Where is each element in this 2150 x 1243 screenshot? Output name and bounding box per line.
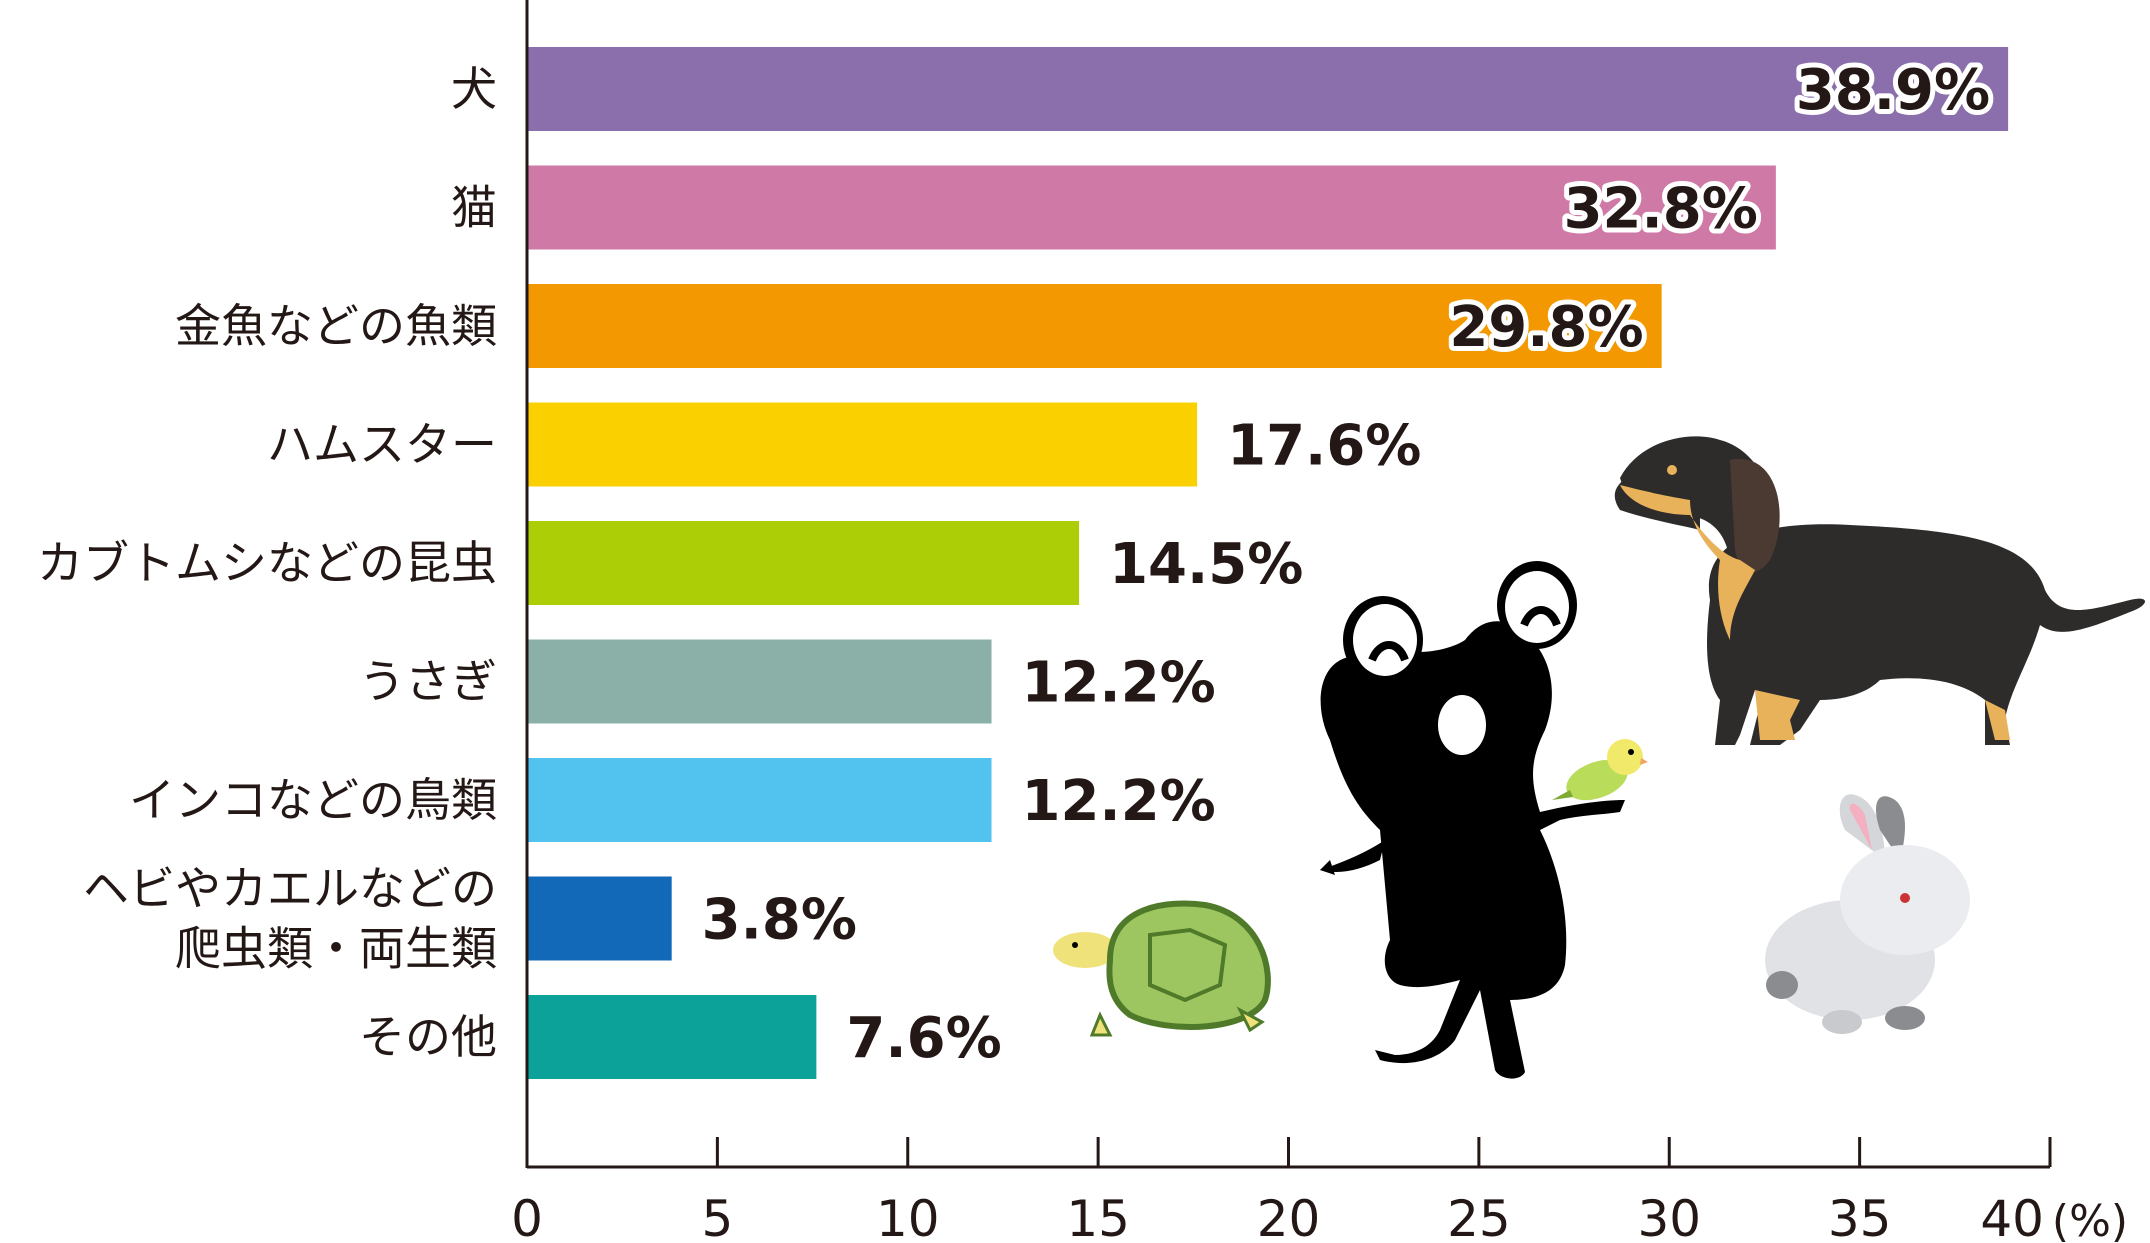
turtle-illustration	[1053, 900, 1271, 1037]
white-rabbit-illustration	[1765, 794, 1970, 1034]
category-label: 爬虫類・両生類	[175, 922, 497, 976]
value-label: 7.6%	[846, 1006, 1001, 1071]
bars-group	[527, 47, 2009, 1079]
x-tick-label: 0	[511, 1190, 543, 1243]
x-axis-unit: (%)	[2052, 1196, 2128, 1243]
x-tick-label: 5	[701, 1190, 733, 1243]
value-label: 12.2%	[1022, 651, 1216, 716]
bar	[527, 758, 992, 842]
value-label: 38.9%	[1796, 58, 1990, 123]
bar	[527, 521, 1080, 605]
category-label: 金魚などの魚類	[175, 299, 497, 353]
value-label: 32.8%	[1564, 177, 1758, 242]
x-tick-label: 20	[1257, 1190, 1321, 1243]
x-tick-label: 15	[1066, 1190, 1130, 1243]
value-label: 12.2%	[1022, 769, 1216, 834]
category-label: カブトムシなどの昆虫	[37, 536, 497, 590]
bar	[527, 995, 817, 1079]
bar	[527, 639, 992, 724]
category-labels: 犬猫金魚などの魚類ハムスターカブトムシなどの昆虫うさぎインコなどの鳥類ヘビやカエ…	[37, 62, 497, 1064]
x-tick-label: 30	[1637, 1190, 1701, 1243]
x-axis-ticks: 0 5 10 15 20 25 30 35 40	[511, 1137, 2052, 1243]
bar	[527, 47, 2009, 131]
category-label: インコなどの鳥類	[129, 773, 497, 827]
dachshund-dog-illustration	[1614, 436, 2145, 745]
black-frog-character-illustration	[1320, 561, 1625, 1079]
category-label: 猫	[451, 181, 497, 235]
value-label: 3.8%	[702, 888, 857, 953]
value-label: 17.6%	[1227, 414, 1421, 479]
x-tick-label: 40	[1980, 1190, 2044, 1243]
category-label: 犬	[451, 62, 497, 116]
category-label: ヘビやカエルなどの	[83, 862, 497, 916]
value-labels: 38.9% 32.8% 29.8% 17.6% 14.5% 12.2% 12.2% 3.8% 7…	[702, 53, 1995, 1071]
x-tick-label: 35	[1828, 1190, 1892, 1243]
bar	[527, 165, 1776, 250]
category-label: ハムスター	[267, 418, 497, 472]
x-tick-label: 10	[876, 1190, 940, 1243]
bar	[527, 402, 1198, 487]
bar	[527, 876, 672, 961]
bar	[527, 284, 1662, 368]
category-label: その他	[359, 1010, 497, 1064]
category-label: うさぎ	[359, 655, 497, 709]
value-label: 14.5%	[1109, 532, 1303, 597]
x-tick-label: 25	[1447, 1190, 1511, 1243]
budgerigar-bird-illustration	[1552, 739, 1648, 801]
value-label: 29.8%	[1449, 295, 1643, 360]
